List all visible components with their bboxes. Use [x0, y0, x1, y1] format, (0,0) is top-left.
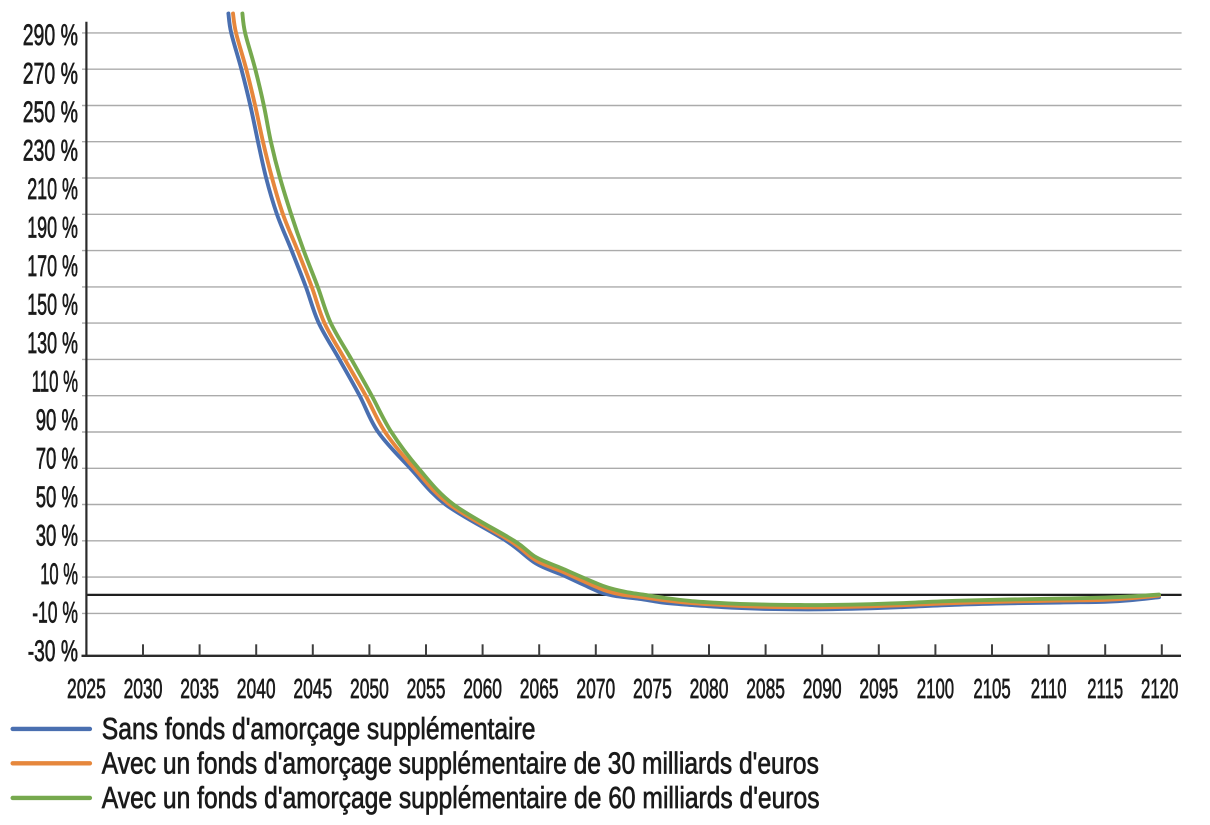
- svg-text:2045: 2045: [293, 673, 332, 704]
- svg-text:2095: 2095: [859, 673, 898, 704]
- svg-text:Avec un fonds d'amorçage suppl: Avec un fonds d'amorçage supplémentaire …: [102, 781, 820, 815]
- svg-text:2055: 2055: [407, 673, 446, 704]
- svg-text:50 %: 50 %: [36, 481, 78, 514]
- svg-text:2025: 2025: [67, 673, 106, 704]
- svg-text:10 %: 10 %: [40, 558, 78, 591]
- svg-text:2035: 2035: [180, 673, 219, 704]
- svg-text:2060: 2060: [463, 673, 502, 704]
- svg-text:Avec un fonds d'amorçage suppl: Avec un fonds d'amorçage supplémentaire …: [102, 747, 819, 781]
- svg-text:2040: 2040: [237, 673, 276, 704]
- svg-text:110 %: 110 %: [32, 366, 78, 399]
- svg-text:2115: 2115: [1087, 673, 1123, 704]
- svg-text:2065: 2065: [520, 673, 559, 704]
- svg-text:190 %: 190 %: [27, 211, 78, 244]
- svg-text:2090: 2090: [803, 673, 842, 704]
- svg-text:2120: 2120: [1141, 673, 1178, 704]
- svg-text:2070: 2070: [576, 673, 615, 704]
- svg-text:-30 %: -30 %: [28, 635, 78, 668]
- svg-text:2110: 2110: [1031, 673, 1067, 704]
- svg-text:2085: 2085: [746, 673, 785, 704]
- svg-text:170 %: 170 %: [27, 250, 78, 283]
- svg-text:290 %: 290 %: [23, 19, 78, 52]
- svg-text:Sans fonds d'amorçage suppléme: Sans fonds d'amorçage supplémentaire: [102, 712, 536, 746]
- svg-text:2075: 2075: [633, 673, 672, 704]
- svg-text:2050: 2050: [350, 673, 389, 704]
- svg-text:210 %: 210 %: [27, 173, 78, 206]
- svg-text:-10 %: -10 %: [32, 597, 78, 630]
- svg-text:250 %: 250 %: [23, 96, 78, 129]
- svg-text:150 %: 150 %: [27, 288, 78, 321]
- svg-text:2030: 2030: [124, 673, 163, 704]
- svg-text:30 %: 30 %: [36, 520, 78, 553]
- svg-text:230 %: 230 %: [23, 134, 78, 167]
- svg-text:270 %: 270 %: [23, 57, 78, 90]
- svg-text:130 %: 130 %: [27, 327, 78, 360]
- svg-text:70 %: 70 %: [36, 443, 78, 476]
- svg-text:2105: 2105: [973, 673, 1010, 704]
- svg-text:90 %: 90 %: [36, 404, 78, 437]
- svg-text:2100: 2100: [917, 673, 954, 704]
- svg-text:2080: 2080: [690, 673, 729, 704]
